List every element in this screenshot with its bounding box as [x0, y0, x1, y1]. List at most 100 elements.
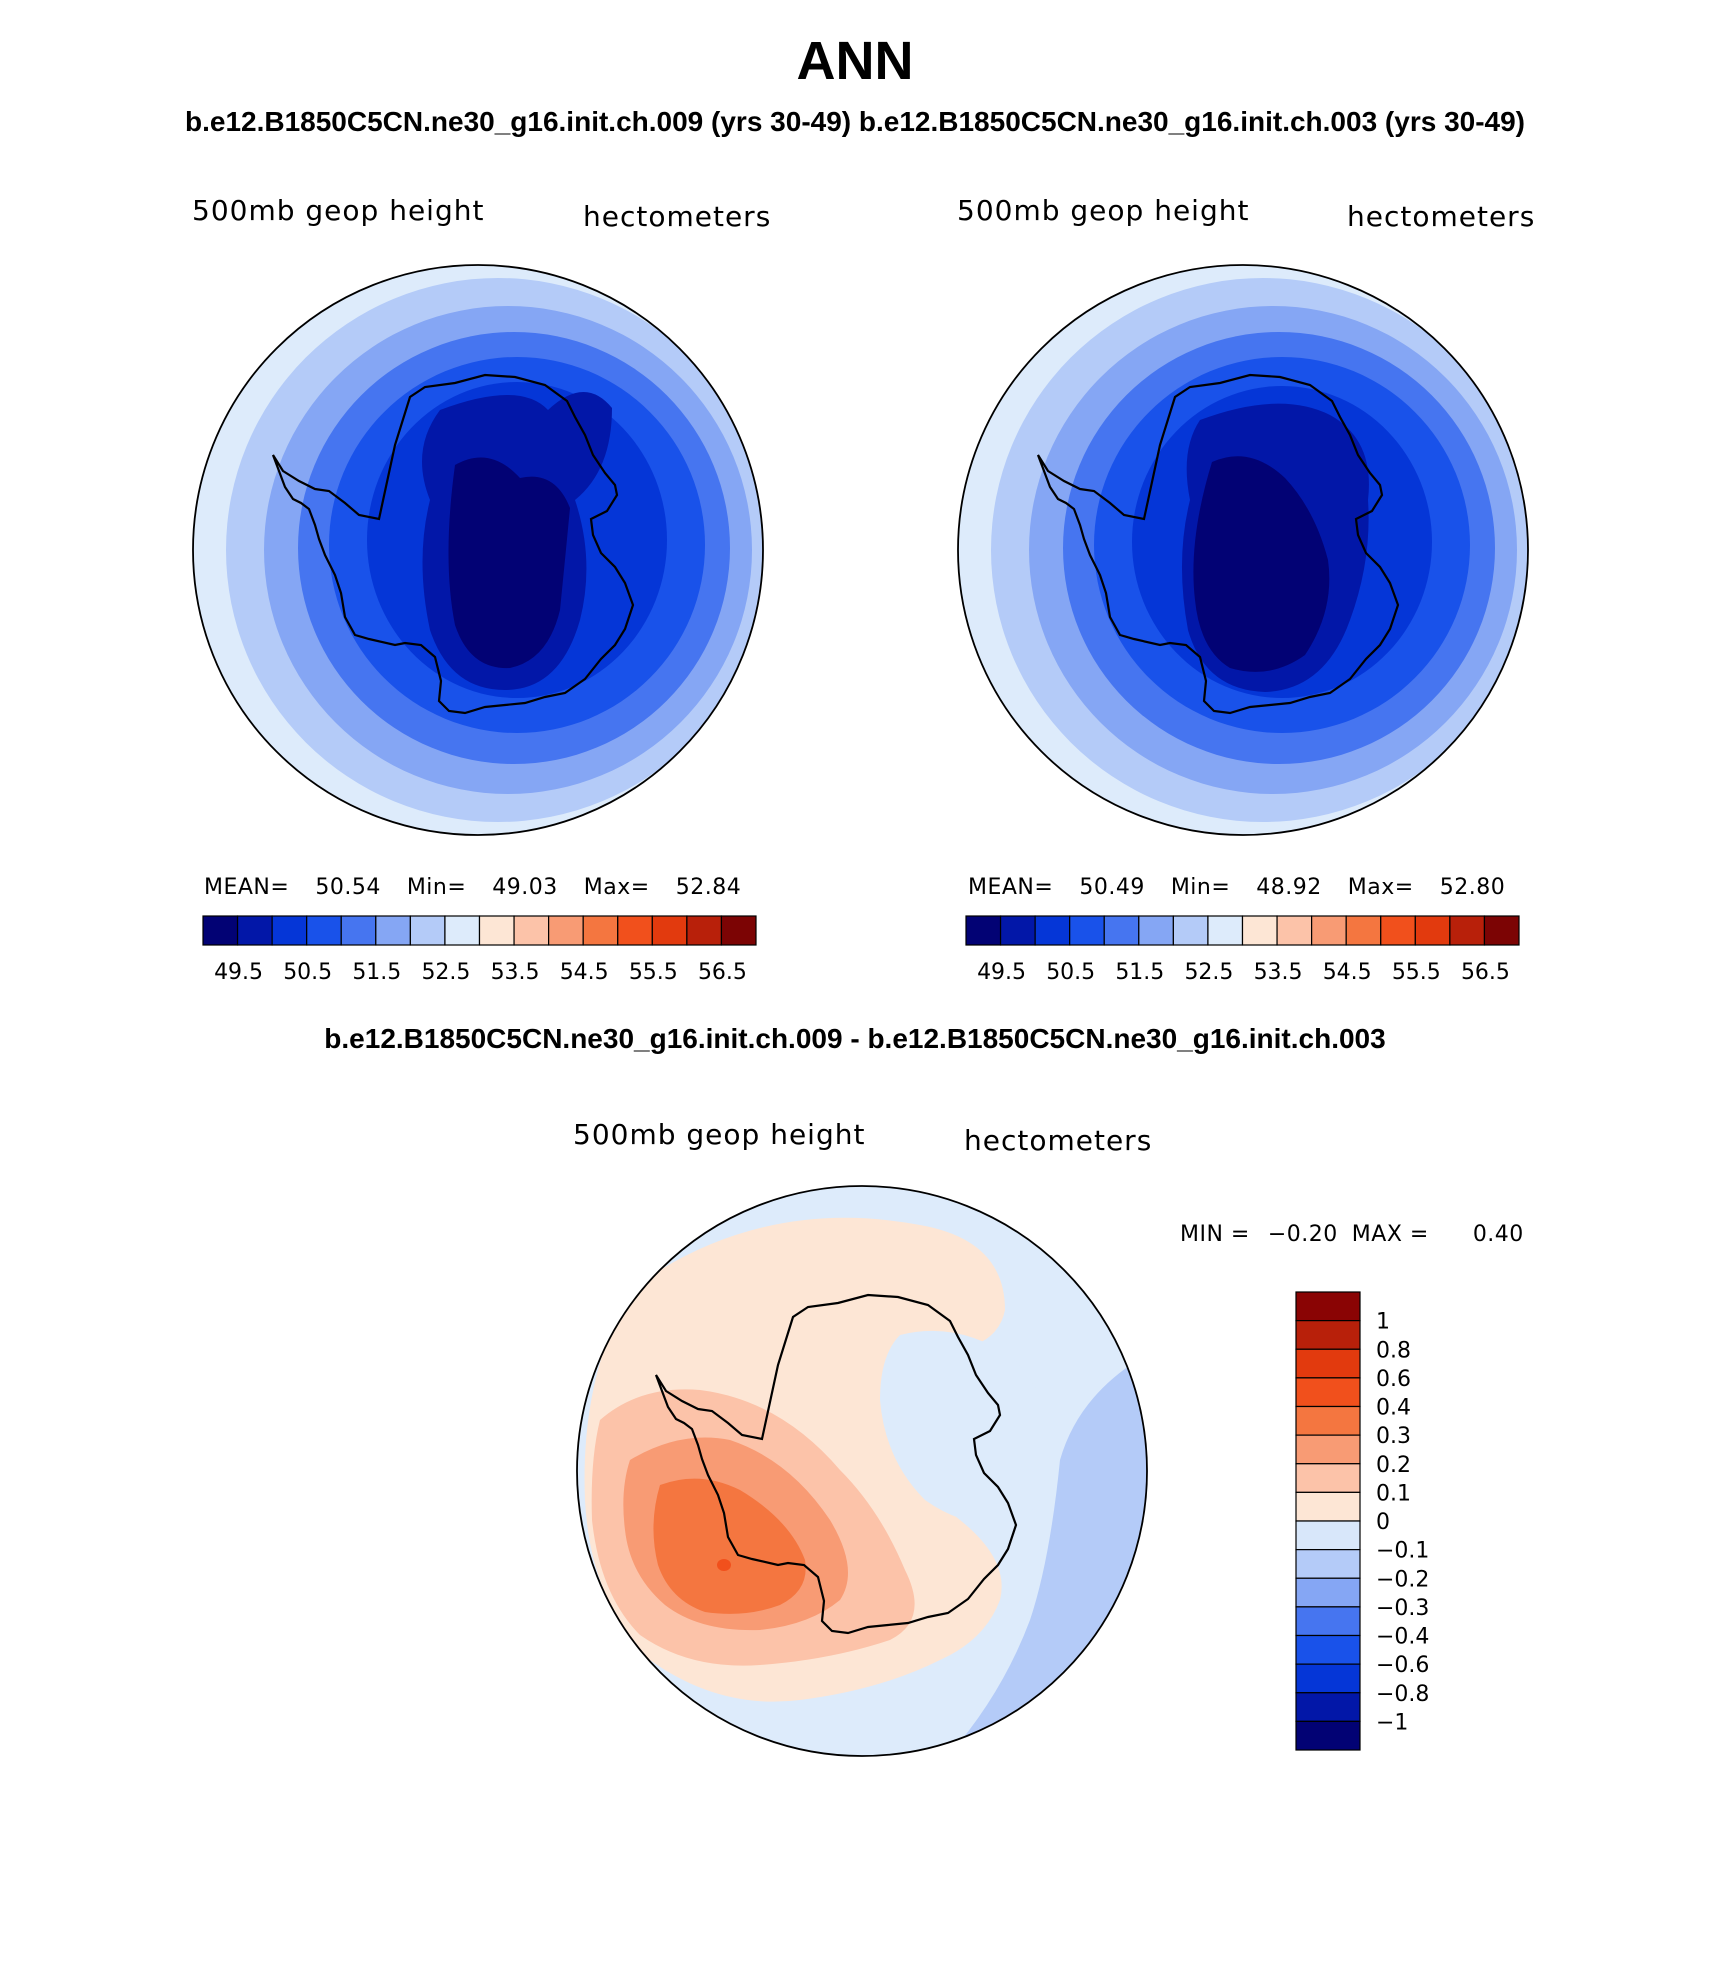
panel3-max-value: 0.40: [1472, 1222, 1524, 1247]
panel2-colorbar-swatch: [1034, 915, 1071, 946]
panel1-colorbar-tick-label: 49.5: [214, 960, 263, 985]
panel1-colorbar-tick-label: 54.5: [560, 960, 609, 985]
panel1-mean-value: 50.54: [315, 875, 381, 900]
panel1-colorbar-swatch: [236, 915, 273, 946]
panel3-colorbar-tick-label: −0.2: [1376, 1567, 1429, 1592]
panel1-min-value: 49.03: [492, 875, 558, 900]
panel3-colorbar: 1 0.8 0.6 0.4 0.3 0.2 0.1 0 −0.1 −0.2 −0.3 −0.4 −0.6…: [1295, 1291, 1429, 1751]
panel3-colorbar-tick-label: −0.6: [1376, 1653, 1429, 1678]
panel3-colorbar-swatch: [1295, 1291, 1361, 1322]
panel3-colorbar-tick-label: 0.4: [1376, 1396, 1411, 1421]
panel1-stats: MEAN= 50.54 Min= 49.03 Max= 52.84: [204, 875, 767, 900]
panel3-colorbar-swatch: [1295, 1720, 1361, 1751]
panel3-colorbar-swatch: [1295, 1663, 1361, 1694]
panel2-colorbar-tick-label: 52.5: [1184, 960, 1233, 985]
panel2-colorbar-swatch: [1172, 915, 1209, 946]
panel3-colorbar-swatch: [1295, 1634, 1361, 1665]
panel2-colorbar-tick-label: 56.5: [1461, 960, 1510, 985]
panel2-colorbar-swatch: [1449, 915, 1486, 946]
panel1-max-label: Max=: [583, 875, 650, 900]
panel2-colorbar-swatch: [1414, 915, 1451, 946]
panel1-mean-label: MEAN=: [204, 875, 290, 900]
panel3-max-label: MAX =: [1351, 1222, 1429, 1247]
panel1-colorbar-tick-label: 53.5: [491, 960, 540, 985]
panel3-colorbar-swatch: [1295, 1491, 1361, 1522]
panel2-colorbar-tick-label: 50.5: [1046, 960, 1095, 985]
panel1-colorbar-tick-label: 50.5: [283, 960, 332, 985]
panel2-units-label: hectometers: [1347, 200, 1536, 233]
panel3-colorbar-swatch: [1295, 1606, 1361, 1637]
panel2-colorbar-tick-label: 53.5: [1254, 960, 1303, 985]
difference-title: b.e12.B1850C5CN.ne30_g16.init.ch.009 - b…: [324, 1023, 1386, 1054]
panel3-colorbar-tick-label: 0.2: [1376, 1453, 1411, 1478]
panel1-colorbar-swatch: [617, 915, 653, 946]
panel3-colorbar-swatch: [1295, 1520, 1361, 1551]
panel3-colorbar-swatch: [1295, 1377, 1361, 1408]
panel3-colorbar-tick-label: 0.8: [1376, 1338, 1411, 1363]
panel3-colorbar-tick-label: 0.6: [1376, 1367, 1411, 1392]
panel1-colorbar-swatch: [271, 915, 308, 946]
panel2-colorbar-swatch: [1380, 915, 1416, 946]
panel3-colorbar-tick-label: −0.8: [1376, 1682, 1429, 1707]
panel2-max-label: Max=: [1347, 875, 1414, 900]
panel1-colorbar-tick-label: 52.5: [421, 960, 470, 985]
panel2-colorbar-swatch: [1311, 915, 1347, 946]
panel2-variable-label: 500mb geop height: [957, 194, 1250, 227]
panel3-colorbar-swatch: [1295, 1434, 1361, 1465]
case-names-line: b.e12.B1850C5CN.ne30_g16.init.ch.009 (yr…: [184, 106, 1526, 137]
panel2-colorbar: 49.5 50.5 51.5 52.5 53.5 54.5 55.5 56.5: [965, 915, 1520, 985]
panel3-colorbar-swatch: [1295, 1692, 1361, 1722]
panel2-colorbar-swatch: [1241, 915, 1278, 946]
panel3-colorbar-tick-label: −1: [1376, 1710, 1408, 1735]
panel1-colorbar-swatch: [720, 915, 757, 946]
panel3-colorbar-swatch: [1295, 1348, 1361, 1379]
panel2-colorbar-swatch: [965, 915, 1002, 946]
panel1-colorbar-swatch: [478, 915, 515, 946]
panel2-colorbar-swatch: [1276, 915, 1313, 946]
panel1-colorbar-tick-label: 55.5: [629, 960, 678, 985]
panel1-colorbar-tick-label: 51.5: [352, 960, 401, 985]
panel2-colorbar-swatch: [1138, 915, 1174, 946]
panel3-colorbar-tick-label: −0.4: [1376, 1625, 1429, 1650]
panel3-colorbar-tick-label: 1: [1376, 1310, 1390, 1335]
panel2-max-value: 52.80: [1439, 875, 1506, 900]
panel2-colorbar-swatch: [1345, 915, 1382, 946]
panel2-mean-value: 50.49: [1079, 875, 1145, 900]
panel1-colorbar-swatch: [582, 915, 619, 946]
panel1-colorbar-swatch: [651, 915, 688, 946]
panel2-min-label: Min=: [1170, 875, 1231, 900]
panel1-colorbar-swatch: [444, 915, 481, 946]
panel2-colorbar-tick-label: 49.5: [977, 960, 1026, 985]
panel1-map: [192, 264, 764, 836]
panel1-max-value: 52.84: [675, 875, 742, 900]
panel3-map: [576, 1185, 1148, 1757]
panel3-stats: MIN = −0.20 MAX = 0.40: [1180, 1222, 1550, 1247]
panel1-colorbar-swatch: [306, 915, 342, 946]
panel2-colorbar-swatch: [1069, 915, 1105, 946]
panel3-colorbar-swatch: [1295, 1463, 1361, 1493]
panel2-colorbar-tick-label: 51.5: [1115, 960, 1164, 985]
panel2-colorbar-tick-label: 54.5: [1323, 960, 1372, 985]
panel3-colorbar-swatch: [1295, 1577, 1361, 1608]
panel2-mean-label: MEAN=: [968, 875, 1054, 900]
panel3-variable-label: 500mb geop height: [573, 1118, 866, 1151]
panel3-colorbar-tick-label: 0: [1376, 1510, 1390, 1535]
panel3-colorbar-swatch: [1295, 1320, 1361, 1350]
panel1-colorbar-swatch: [686, 915, 723, 946]
panel1-colorbar-tick-label: 56.5: [698, 960, 747, 985]
panel3-colorbar-tick-label: 0.3: [1376, 1424, 1411, 1449]
panel3-min-value: −0.20: [1267, 1222, 1338, 1247]
panel2-colorbar-swatch: [999, 915, 1036, 946]
panel3-colorbar-swatch: [1295, 1405, 1361, 1436]
panel2-map: [957, 264, 1529, 836]
panel1-colorbar-swatch: [340, 915, 377, 946]
panel3-colorbar-tick-label: −0.3: [1376, 1596, 1429, 1621]
main-title: ANN: [796, 31, 914, 91]
panel1-colorbar: 49.5 50.5 51.5 52.5 53.5 54.5 55.5 56.5: [202, 915, 757, 985]
panel3-units-label: hectometers: [964, 1124, 1153, 1157]
panel1-min-label: Min=: [406, 875, 467, 900]
panel2-colorbar-tick-label: 55.5: [1392, 960, 1441, 985]
panel1-colorbar-swatch: [202, 915, 239, 946]
panel2-colorbar-swatch: [1103, 915, 1140, 946]
